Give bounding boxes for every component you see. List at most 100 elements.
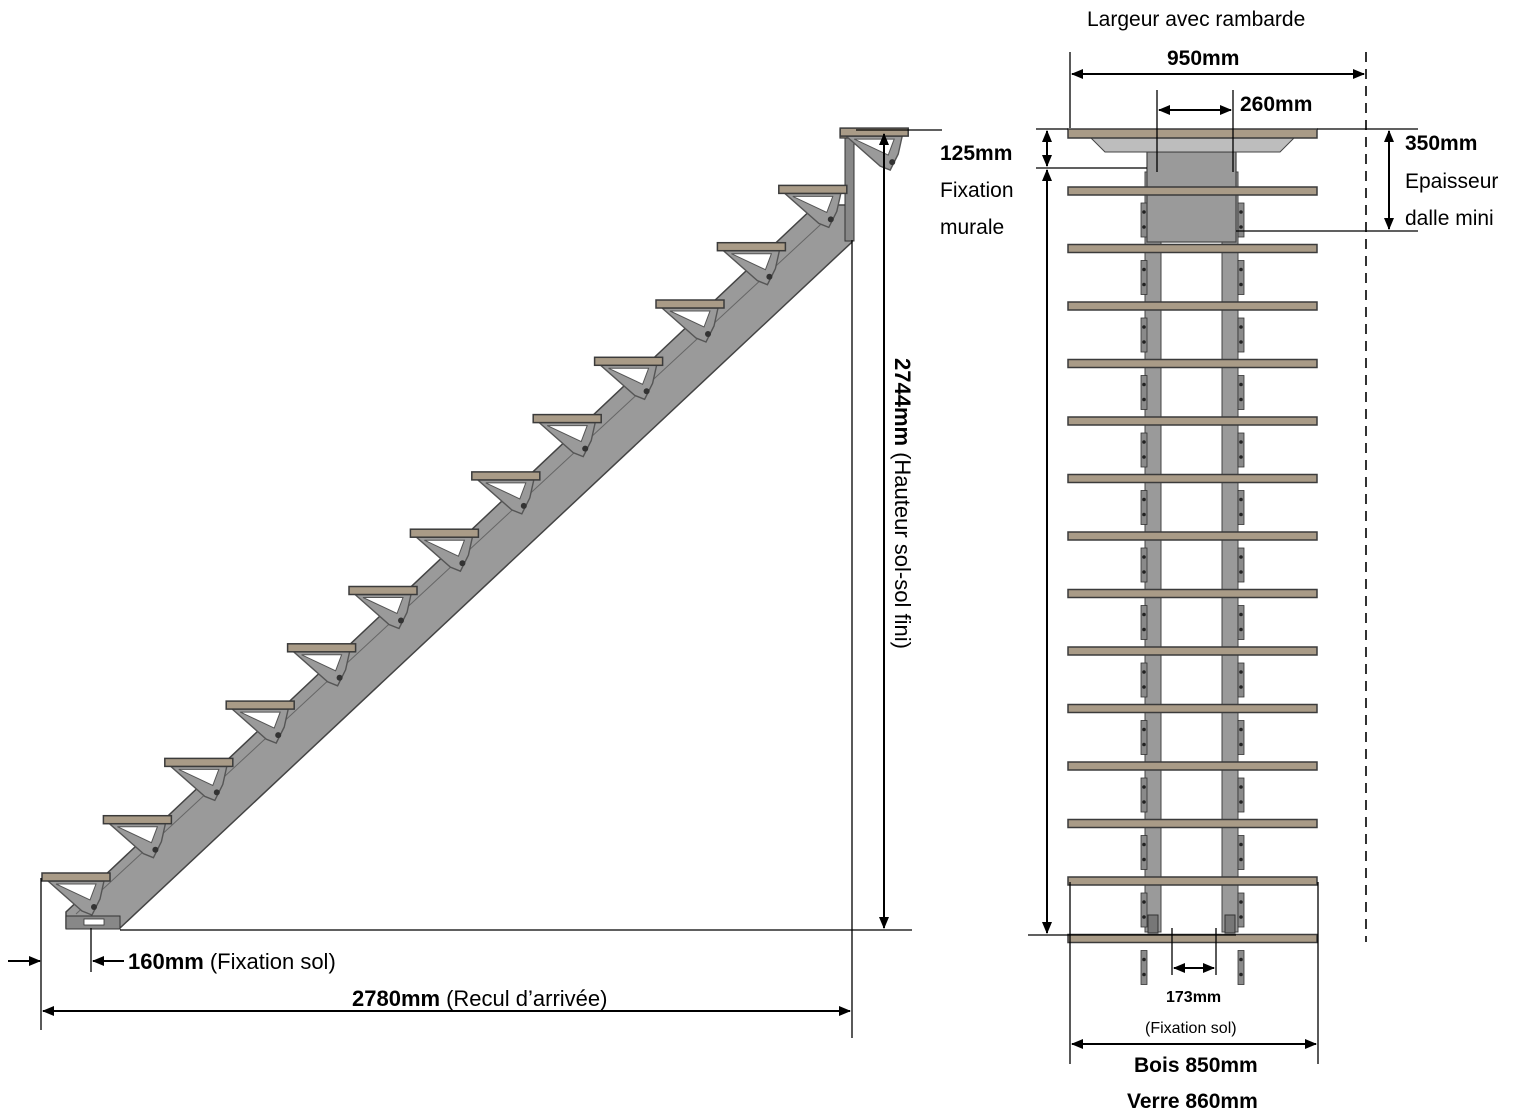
bolt-head [1142,685,1146,689]
bolt-plate [1140,202,1148,238]
bolt-head [1239,612,1243,617]
side-tread-bracket-cutout [301,654,343,672]
landing-tread [1067,128,1318,139]
side-tread [41,872,111,916]
bolt-plate [1237,605,1245,640]
bolt-plate [1237,260,1245,295]
bolt-head [1142,957,1146,962]
slab-caption-2: dalle mini [1405,207,1494,230]
glass-width-label: Verre 860mm [1127,1090,1258,1113]
side-tread [409,528,480,573]
side-tread [102,814,173,859]
floor-plate-slot [83,918,105,926]
front-stringer-left [1144,171,1162,933]
front-stringer-right-base [1224,914,1236,934]
side-tread-bolt [459,560,466,567]
side-tread-board [164,757,234,768]
front-tread-board [1067,358,1318,369]
front-tread-board [1067,703,1318,714]
bolt-head [1239,957,1243,962]
bolt-plate [1140,662,1148,698]
bolt-head [1239,857,1243,862]
side-view: 2744mm(Hauteur sol-sol fini) 160mm (Fixat… [8,127,942,1038]
wood-width-label: Bois 850mm [1134,1054,1258,1077]
bolt-head [1239,742,1243,747]
bolt-plate [1140,720,1148,755]
side-tread-bolt [91,904,97,910]
front-tread-board [1067,818,1318,829]
bolt-head [1142,382,1146,387]
bolt-plate [1237,432,1245,468]
front-tread-board [1067,186,1318,196]
front-treads [1067,186,1318,944]
bolt-plate [1237,950,1245,985]
side-tread-board [655,299,725,309]
side-tread [164,757,234,802]
bolt-plate [1140,605,1148,640]
front-view: Largeur avec rambarde 950mm 260mm 125mm … [940,8,1498,1113]
bolt-head [1142,282,1146,287]
side-tread-bracket-cutout [669,310,711,328]
side-tread-bolt [336,674,343,681]
front-view-title: Largeur avec rambarde [1087,8,1305,31]
bolt-plate [1140,835,1148,870]
floor-fix-label: 160mm (Fixation sol) [128,949,336,974]
side-tread [593,356,664,401]
side-tread [348,585,418,630]
side-tread-bolt [582,445,589,452]
side-tread-bolt [275,732,282,739]
side-tread-bracket-cutout [485,482,527,500]
side-tread-bracket-cutout [792,195,834,214]
side-tread-board [593,356,664,367]
bolt-head [1142,900,1146,904]
front-tread-board [1067,243,1318,254]
bolt-head [1239,900,1243,904]
side-tread-board [839,127,909,137]
side-tread-bolt [705,331,711,337]
bolt-head [1239,397,1243,402]
side-tread-bolt [520,502,527,509]
width-rail-label: 950mm [1167,47,1239,70]
slab-caption-1: Epaisseur [1405,170,1498,193]
bolt-head [1142,340,1146,344]
bolt-head [1142,397,1146,402]
height-dimension-label: 2744mm(Hauteur sol-sol fini) [890,358,915,649]
bolt-plate [1140,950,1148,985]
bolt-head [1142,570,1146,574]
bolt-head [1142,857,1146,862]
bolt-plate [1237,720,1245,755]
front-tread-board [1067,646,1318,656]
bolt-head [1239,727,1243,732]
front-tread-board [1067,531,1318,541]
side-tread [286,643,357,687]
front-stringer-left-base [1147,914,1159,934]
wall-fix-label: 125mm [940,142,1012,165]
bolt-head [1239,497,1243,502]
side-tread-board [225,700,295,710]
bolt-head [1239,670,1243,674]
side-tread-board [471,471,541,481]
bolt-head [1239,225,1243,229]
side-tread-bolt [213,789,220,796]
front-bolts [1140,202,1245,985]
front-fix-caption: (Fixation sol) [1145,1020,1237,1037]
side-tread-bolt [827,216,834,223]
side-tread-board [102,814,173,825]
bolt-head [1239,570,1243,574]
bolt-head [1239,512,1243,517]
bolt-plate [1237,835,1245,870]
front-fix-label: 173mm [1166,989,1221,1006]
bolt-head [1239,440,1243,444]
side-tread-bracket-cutout [546,425,588,443]
bolt-head [1239,915,1243,919]
side-treads [41,127,909,916]
side-tread-board [348,585,418,596]
bolt-head [1239,842,1243,847]
bolt-head [1142,972,1146,977]
slab-label: 350mm [1405,132,1477,155]
bolt-plate [1140,317,1148,353]
bolt-plate [1237,490,1245,525]
bolt-plate [1140,547,1148,583]
bolt-head [1239,455,1243,459]
